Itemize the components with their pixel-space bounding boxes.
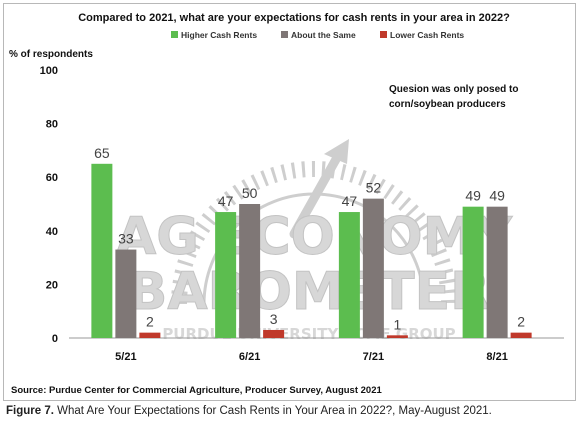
data-label: 50 — [242, 185, 258, 201]
y-tick-label: 20 — [46, 279, 58, 291]
bars — [91, 163, 532, 338]
bar-8-21-2 — [510, 332, 532, 338]
data-label: 52 — [366, 180, 382, 196]
chart: AG ECONOMY BAROMETER PURDUE UNIVERSITY ·… — [9, 12, 564, 396]
watermark-line-1: AG ECONOMY — [116, 207, 513, 267]
x-tick-label: 5/21 — [115, 351, 136, 363]
data-label: 2 — [146, 314, 154, 330]
y-tick-label: 0 — [52, 333, 58, 345]
x-axis: 5/21 6/21 7/21 8/21 — [115, 351, 508, 363]
data-label: 2 — [517, 314, 525, 330]
x-tick-label: 8/21 — [486, 351, 507, 363]
bar-7-21-1 — [362, 198, 384, 338]
bar-6-21-0 — [215, 212, 237, 338]
watermark-line-2: BAROMETER — [128, 262, 490, 322]
data-label: 47 — [342, 193, 358, 209]
annotation-line-1: Quesion was only posed to — [389, 84, 518, 95]
legend-label-1: About the Same — [291, 30, 356, 40]
legend-swatch-2 — [380, 31, 387, 38]
watermark-logo: AG ECONOMY BAROMETER PURDUE UNIVERSITY ·… — [115, 139, 514, 343]
data-labels: 65 33 2 47 50 3 47 52 1 49 49 2 — [94, 145, 525, 333]
x-tick-label: 7/21 — [363, 351, 384, 363]
y-axis-label: % of respondents — [9, 49, 93, 60]
legend-swatch-1 — [281, 31, 288, 38]
bar-5-21-0 — [91, 163, 113, 338]
watermark-line-3: PURDUE UNIVERSITY · CME GROUP — [162, 325, 455, 343]
bar-8-21-1 — [486, 206, 508, 338]
legend-label-0: Higher Cash Rents — [181, 30, 257, 40]
y-tick-label: 60 — [46, 172, 58, 184]
data-label: 47 — [218, 193, 234, 209]
bar-6-21-1 — [239, 204, 261, 338]
watermark-needle-tip — [324, 139, 349, 164]
data-label: 1 — [393, 316, 401, 332]
legend-label-2: Lower Cash Rents — [390, 30, 464, 40]
x-tick-label: 6/21 — [239, 351, 260, 363]
watermark-gauge-arc — [171, 161, 457, 305]
y-axis: 0 20 40 60 80 100 — [40, 65, 58, 345]
bar-7-21-0 — [338, 212, 360, 338]
bar-6-21-2 — [263, 329, 285, 338]
bar-7-21-2 — [386, 335, 408, 338]
chart-frame: AG ECONOMY BAROMETER PURDUE UNIVERSITY ·… — [3, 3, 576, 401]
data-label: 49 — [465, 188, 481, 204]
data-label: 65 — [94, 145, 110, 161]
data-label: 3 — [270, 311, 278, 327]
caption-text: What Are Your Expectations for Cash Rent… — [53, 405, 492, 417]
chart-title: Compared to 2021, what are your expectat… — [78, 12, 510, 24]
y-tick-label: 100 — [40, 65, 58, 77]
figure-caption: Figure 7. What Are Your Expectations for… — [6, 405, 576, 417]
annotation: Quesion was only posed to corn/soybean p… — [389, 84, 518, 110]
watermark-needle — [289, 149, 344, 239]
data-label: 49 — [489, 188, 505, 204]
annotation-line-2: corn/soybean producers — [389, 99, 506, 110]
source-note: Source: Purdue Center for Commercial Agr… — [11, 385, 382, 396]
bar-5-21-2 — [139, 332, 161, 338]
legend: Higher Cash Rents About the Same Lower Cas… — [171, 30, 464, 40]
caption-label: Figure 7. — [6, 405, 54, 417]
data-label: 33 — [118, 231, 134, 247]
bar-5-21-1 — [115, 249, 137, 338]
y-tick-label: 40 — [46, 226, 58, 238]
legend-swatch-0 — [171, 31, 178, 38]
y-tick-label: 80 — [46, 119, 58, 131]
bar-8-21-0 — [462, 206, 484, 338]
